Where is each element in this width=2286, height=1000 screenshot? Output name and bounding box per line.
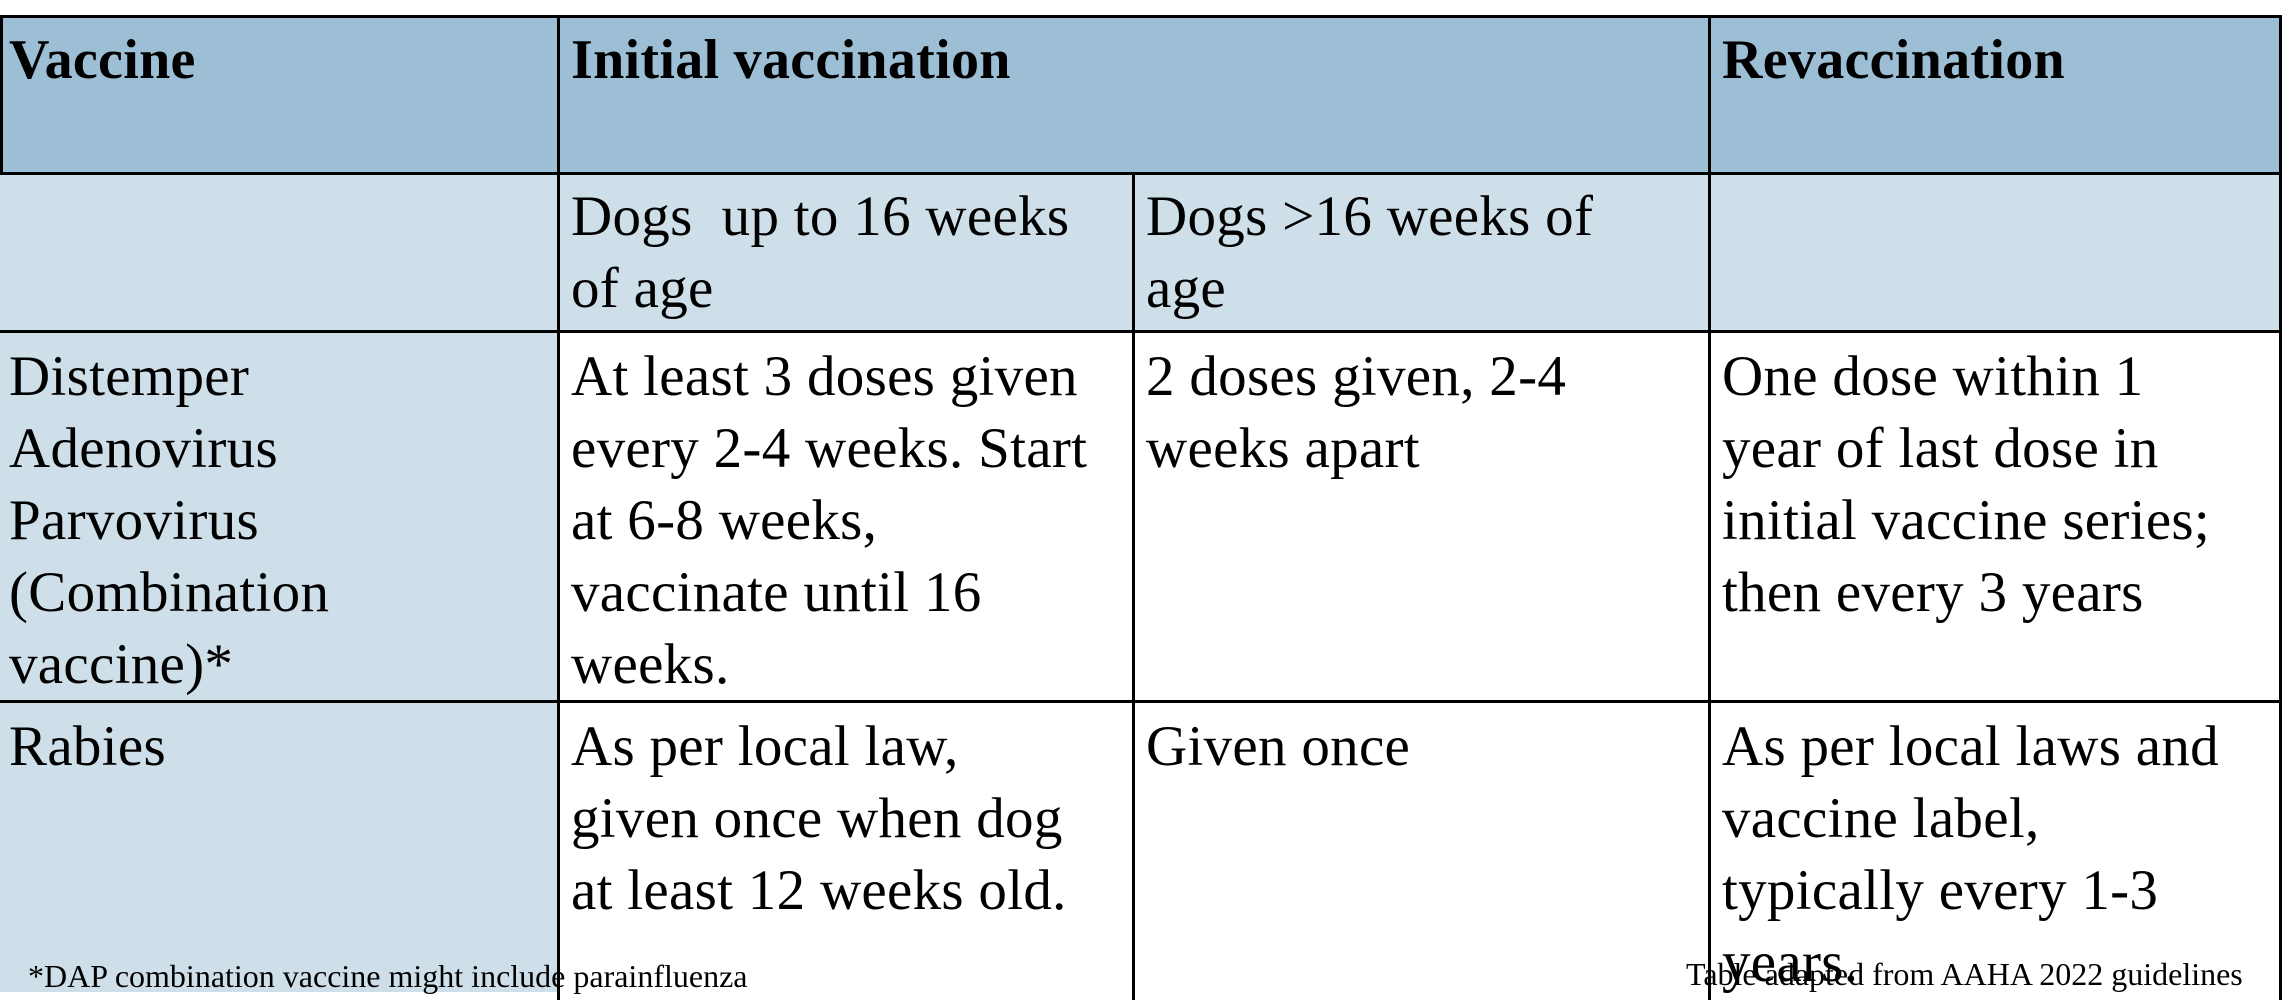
table-border-right [2279, 15, 2282, 1000]
table-border-under-subheader [0, 330, 2282, 333]
row-dap-initial-young: At least 3 doses given every 2-4 weeks. … [557, 332, 1132, 702]
footnote-source-aaha: Table adapted from AAHA 2022 guidelines [1686, 956, 2243, 992]
table-border-top [0, 15, 2282, 18]
header-cell-vaccine: Vaccine [0, 15, 557, 172]
subheader-cell-empty-right [1708, 172, 2281, 332]
row-rabies-initial-old: Given once [1132, 702, 1708, 1000]
subheader-cell-empty-left [0, 172, 557, 332]
table-border-col1 [557, 15, 560, 1000]
footnote-dap-parainfluenza: *DAP combination vaccine might include p… [28, 958, 748, 994]
row-rabies-initial-young: As per local law, given once when dog at… [557, 702, 1132, 1000]
header-cell-initial-vaccination: Initial vaccination [557, 15, 1708, 172]
table-border-left-header [0, 15, 3, 175]
subheader-cell-dogs-up-to-16-weeks: Dogs up to 16 weeks of age [557, 172, 1132, 332]
header-cell-revaccination: Revaccination [1708, 15, 2281, 172]
row-dap-initial-old: 2 doses given, 2-4 weeks apart [1132, 332, 1708, 702]
row-rabies-revaccination: As per local laws and vaccine label, typ… [1708, 702, 2281, 1000]
subheader-cell-dogs-over-16-weeks: Dogs >16 weeks of age [1132, 172, 1708, 332]
table-border-col2 [1132, 172, 1135, 1000]
row-rabies-vaccine-name: Rabies [0, 702, 557, 992]
row-dap-vaccine-name: Distemper Adenovirus Parvovirus (Combina… [0, 332, 557, 702]
table-border-col3 [1708, 15, 1711, 1000]
row-dap-revaccination: One dose within 1 year of last dose in i… [1708, 332, 2281, 702]
table-border-under-dap-row [0, 700, 2282, 703]
table-border-under-header [0, 172, 2282, 175]
